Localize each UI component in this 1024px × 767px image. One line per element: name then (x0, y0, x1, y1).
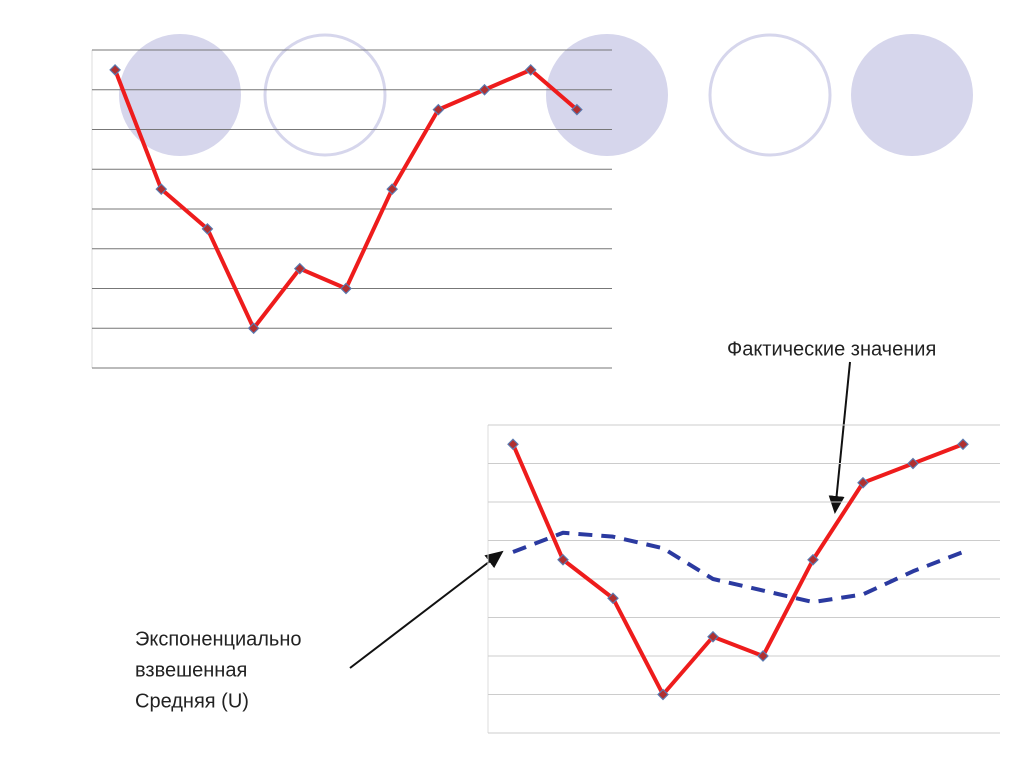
marker (524, 64, 537, 76)
average-line (512, 530, 964, 605)
marker (340, 282, 352, 295)
arrow (349, 550, 504, 669)
circle (263, 33, 387, 157)
marker (201, 223, 214, 235)
marker (109, 64, 121, 76)
marker (507, 438, 519, 451)
annotation: Средняя (U) (135, 690, 249, 712)
marker (557, 553, 569, 566)
marker (432, 103, 445, 116)
marker (607, 592, 619, 605)
marker (657, 688, 669, 701)
marker (386, 183, 399, 195)
marker (155, 183, 168, 195)
decor-circles (119, 33, 973, 157)
circle (708, 33, 832, 157)
annotation: Фактические значения (727, 338, 936, 360)
marker (807, 553, 819, 566)
annotation: взвешенная (135, 659, 247, 681)
arrow (828, 361, 851, 514)
marker (247, 322, 260, 335)
data-line (511, 442, 964, 697)
marker (757, 650, 769, 662)
circle (119, 34, 241, 156)
marker (857, 476, 869, 489)
annotation: Экспоненциально (135, 628, 302, 650)
marker (957, 438, 969, 451)
marker (571, 103, 583, 116)
marker (907, 457, 919, 470)
circle (851, 34, 973, 156)
marker (707, 630, 719, 643)
marker (478, 83, 491, 96)
circle (546, 34, 668, 156)
marker (293, 262, 306, 275)
